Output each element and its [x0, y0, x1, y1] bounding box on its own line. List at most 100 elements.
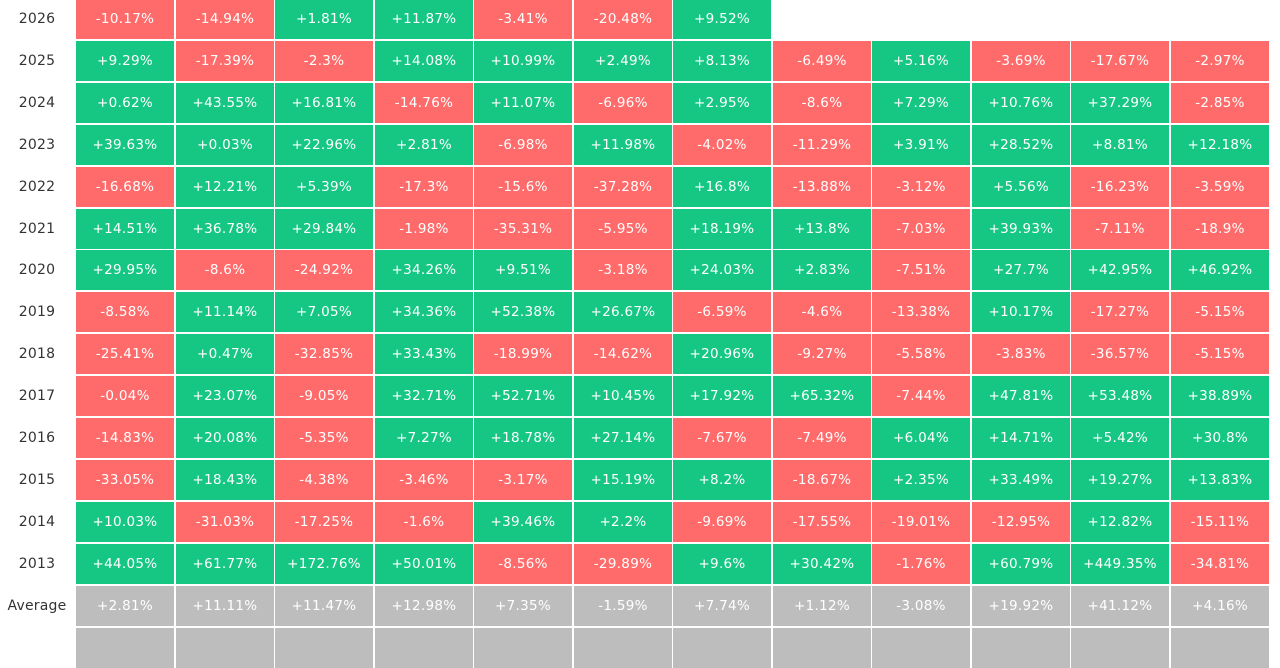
return-cell: +0.62%: [76, 83, 174, 123]
return-cell: +14.51%: [76, 209, 174, 249]
row-label-year: 2022: [18, 179, 56, 195]
return-cell: -9.27%: [773, 334, 871, 374]
return-cell: -18.67%: [773, 460, 871, 500]
return-cell: +46.92%: [1171, 250, 1269, 290]
return-cell: +5.56%: [972, 167, 1070, 207]
return-cell: +28.52%: [972, 125, 1070, 165]
summary-cell: [574, 628, 672, 668]
return-cell: +17.92%: [673, 376, 771, 416]
return-cell: -3.18%: [574, 250, 672, 290]
summary-cell: +7.35%: [474, 586, 572, 626]
return-cell: -9.05%: [275, 376, 373, 416]
return-cell: +44.05%: [76, 544, 174, 584]
return-cell: +5.16%: [872, 41, 970, 81]
summary-cell: +41.12%: [1071, 586, 1169, 626]
return-cell: -17.67%: [1071, 41, 1169, 81]
return-cell: +29.84%: [275, 209, 373, 249]
return-cell: +6.04%: [872, 418, 970, 458]
return-cell: -24.92%: [275, 250, 373, 290]
return-cell: -8.56%: [474, 544, 572, 584]
return-cell: -6.96%: [574, 83, 672, 123]
return-cell: +449.35%: [1071, 544, 1169, 584]
return-cell: +26.67%: [574, 292, 672, 332]
return-cell: +34.26%: [375, 250, 473, 290]
return-cell: -13.38%: [872, 292, 970, 332]
row-label-year: 2026: [18, 11, 56, 27]
summary-cell: -1.59%: [574, 586, 672, 626]
return-cell: +11.87%: [375, 0, 473, 39]
summary-cell: +4.16%: [1171, 586, 1269, 626]
return-cell: +2.49%: [574, 41, 672, 81]
return-cell: -8.58%: [76, 292, 174, 332]
return-cell: -4.38%: [275, 460, 373, 500]
return-cell: +42.95%: [1071, 250, 1169, 290]
return-cell: -6.49%: [773, 41, 871, 81]
return-cell: +39.93%: [972, 209, 1070, 249]
return-cell: +14.71%: [972, 418, 1070, 458]
row-label-year: 2020: [18, 262, 56, 278]
summary-cell: +7.74%: [673, 586, 771, 626]
return-cell: +11.14%: [176, 292, 274, 332]
row-label-year: 2016: [18, 430, 56, 446]
return-cell: -11.29%: [773, 125, 871, 165]
return-cell: -7.11%: [1071, 209, 1169, 249]
return-cell: +18.19%: [673, 209, 771, 249]
return-cell: -16.68%: [76, 167, 174, 207]
return-cell: -1.98%: [375, 209, 473, 249]
return-cell: -12.95%: [972, 502, 1070, 542]
return-cell: +10.45%: [574, 376, 672, 416]
return-cell: +2.2%: [574, 502, 672, 542]
row-label-year: 2021: [18, 221, 56, 237]
return-cell: -29.89%: [574, 544, 672, 584]
return-cell: +2.83%: [773, 250, 871, 290]
return-cell: -19.01%: [872, 502, 970, 542]
return-cell: +7.05%: [275, 292, 373, 332]
monthly-returns-heatmap: 2026 -10.17% -14.94% +1.81% +11.87% -3.41% -20…: [8, 0, 1269, 668]
return-cell: +13.8%: [773, 209, 871, 249]
summary-cell: +2.81%: [76, 586, 174, 626]
return-cell: +7.27%: [375, 418, 473, 458]
return-cell: +20.96%: [673, 334, 771, 374]
return-cell: +33.43%: [375, 334, 473, 374]
row-label-year: 2024: [18, 95, 56, 111]
return-cell: -17.25%: [275, 502, 373, 542]
return-cell: -0.04%: [76, 376, 174, 416]
summary-cell: [1171, 628, 1269, 668]
return-cell: -6.59%: [673, 292, 771, 332]
return-cell: +172.76%: [275, 544, 373, 584]
return-cell: +0.47%: [176, 334, 274, 374]
return-cell: +2.95%: [673, 83, 771, 123]
return-cell: +13.83%: [1171, 460, 1269, 500]
return-cell: +2.35%: [872, 460, 970, 500]
return-cell: -31.03%: [176, 502, 274, 542]
return-cell: +1.81%: [275, 0, 373, 39]
return-cell: +9.6%: [673, 544, 771, 584]
return-cell: +0.03%: [176, 125, 274, 165]
return-cell: +36.78%: [176, 209, 274, 249]
return-cell: +9.29%: [76, 41, 174, 81]
return-cell: +10.99%: [474, 41, 572, 81]
row-label-year: 2019: [18, 304, 56, 320]
summary-cell: [176, 628, 274, 668]
return-cell: +8.81%: [1071, 125, 1169, 165]
return-cell: -14.94%: [176, 0, 274, 39]
return-cell: -14.83%: [76, 418, 174, 458]
return-cell: -5.58%: [872, 334, 970, 374]
return-cell: -2.3%: [275, 41, 373, 81]
row-label-year: 2025: [18, 53, 56, 69]
return-cell: +3.91%: [872, 125, 970, 165]
return-cell: +7.29%: [872, 83, 970, 123]
return-cell: -15.6%: [474, 167, 572, 207]
summary-cell: [972, 628, 1070, 668]
return-cell: -2.85%: [1171, 83, 1269, 123]
summary-cell: [773, 628, 871, 668]
return-cell: +16.8%: [673, 167, 771, 207]
return-cell: +11.07%: [474, 83, 572, 123]
row-label-year: 2014: [18, 514, 56, 530]
return-cell: -32.85%: [275, 334, 373, 374]
return-cell: -7.51%: [872, 250, 970, 290]
return-cell: -17.55%: [773, 502, 871, 542]
return-cell: +32.71%: [375, 376, 473, 416]
return-cell: -13.88%: [773, 167, 871, 207]
return-cell: +19.27%: [1071, 460, 1169, 500]
